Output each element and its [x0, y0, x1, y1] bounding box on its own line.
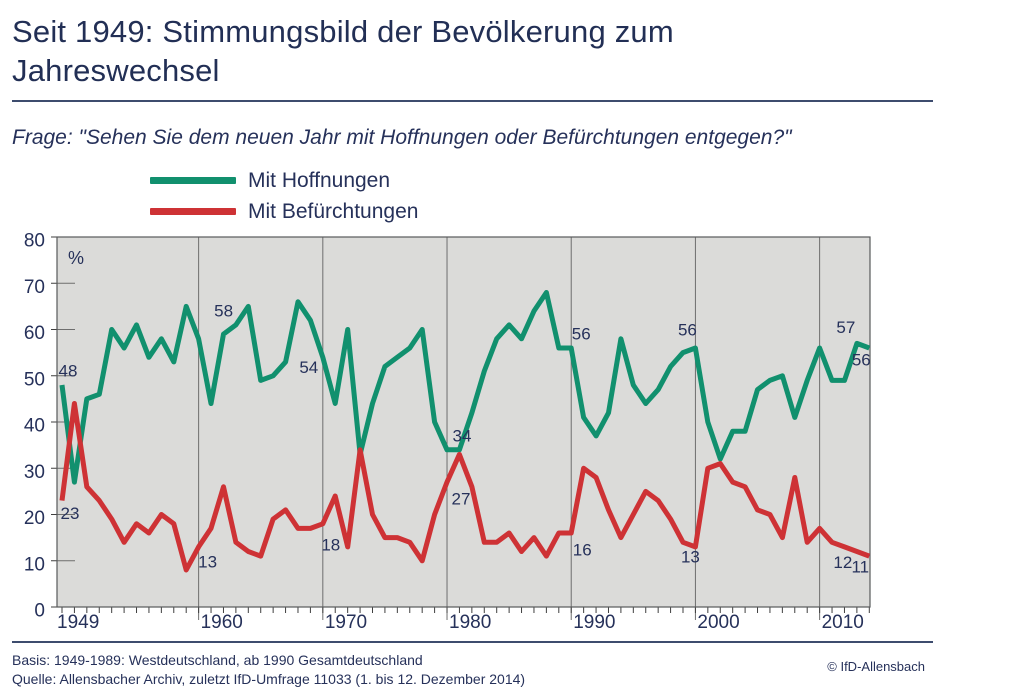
- legend-label-befuerchtungen: Mit Befürchtungen: [248, 200, 419, 223]
- x-axis-label: 1960: [201, 612, 243, 633]
- value-label: 11: [851, 558, 869, 577]
- y-axis-label: 10: [24, 554, 45, 575]
- value-label: 48: [59, 362, 78, 381]
- y-axis-label: 60: [24, 323, 45, 344]
- value-label: 23: [61, 504, 80, 523]
- y-axis-label: 30: [24, 462, 45, 483]
- legend-label-hoffnungen: Mit Hoffnungen: [248, 169, 391, 192]
- value-label: 57: [836, 318, 855, 337]
- series-line-hoffnungen: [59, 290, 871, 485]
- plot-area: [57, 237, 870, 607]
- x-axis-label: 2010: [822, 612, 864, 633]
- value-label: 56: [852, 351, 871, 370]
- value-label: 13: [681, 547, 700, 566]
- value-label: 16: [573, 541, 592, 560]
- x-axis-label: 1990: [573, 612, 615, 633]
- y-axis-label: 0: [34, 601, 45, 622]
- page-title: Seit 1949: Stimmungsbild der Bevölkerung…: [12, 14, 674, 88]
- value-label: 58: [214, 301, 233, 320]
- y-axis-label: 20: [24, 508, 45, 529]
- value-label: 13: [198, 552, 217, 571]
- x-axis-label: 1949: [57, 612, 99, 633]
- footer-copyright: © IfD-Allensbach: [827, 659, 925, 674]
- footer-divider: [12, 641, 933, 643]
- legend-swatch-hoffnungen-icon: [150, 177, 236, 184]
- x-axis-label: 1980: [449, 612, 491, 633]
- y-axis-label: 80: [24, 231, 45, 252]
- footer-basis-note: Basis: 1949-1989: Westdeutschland, ab 19…: [12, 652, 423, 668]
- title-divider: [12, 100, 933, 102]
- value-label: 12: [833, 553, 852, 572]
- x-axis-label: 1970: [325, 612, 367, 633]
- value-label: 34: [453, 426, 472, 445]
- legend-swatch-befuerchtungen-icon: [150, 208, 236, 215]
- value-label: 56: [572, 325, 591, 344]
- y-axis-label: 50: [24, 369, 45, 390]
- y-axis-label: 40: [24, 416, 45, 437]
- value-label: 18: [321, 535, 340, 554]
- series-line-befuerchtungen: [59, 401, 871, 573]
- percent-unit-label: %: [68, 248, 84, 268]
- value-label: 27: [452, 490, 471, 509]
- y-axis-label: 70: [24, 277, 45, 298]
- footer-source-note: Quelle: Allensbacher Archiv, zuletzt IfD…: [12, 671, 526, 687]
- x-axis-label: 2000: [697, 612, 739, 633]
- value-label: 54: [299, 358, 318, 377]
- value-label: 56: [678, 321, 697, 340]
- plot-border: [56, 236, 871, 608]
- survey-question: Frage: "Sehen Sie dem neuen Jahr mit Hof…: [12, 126, 792, 149]
